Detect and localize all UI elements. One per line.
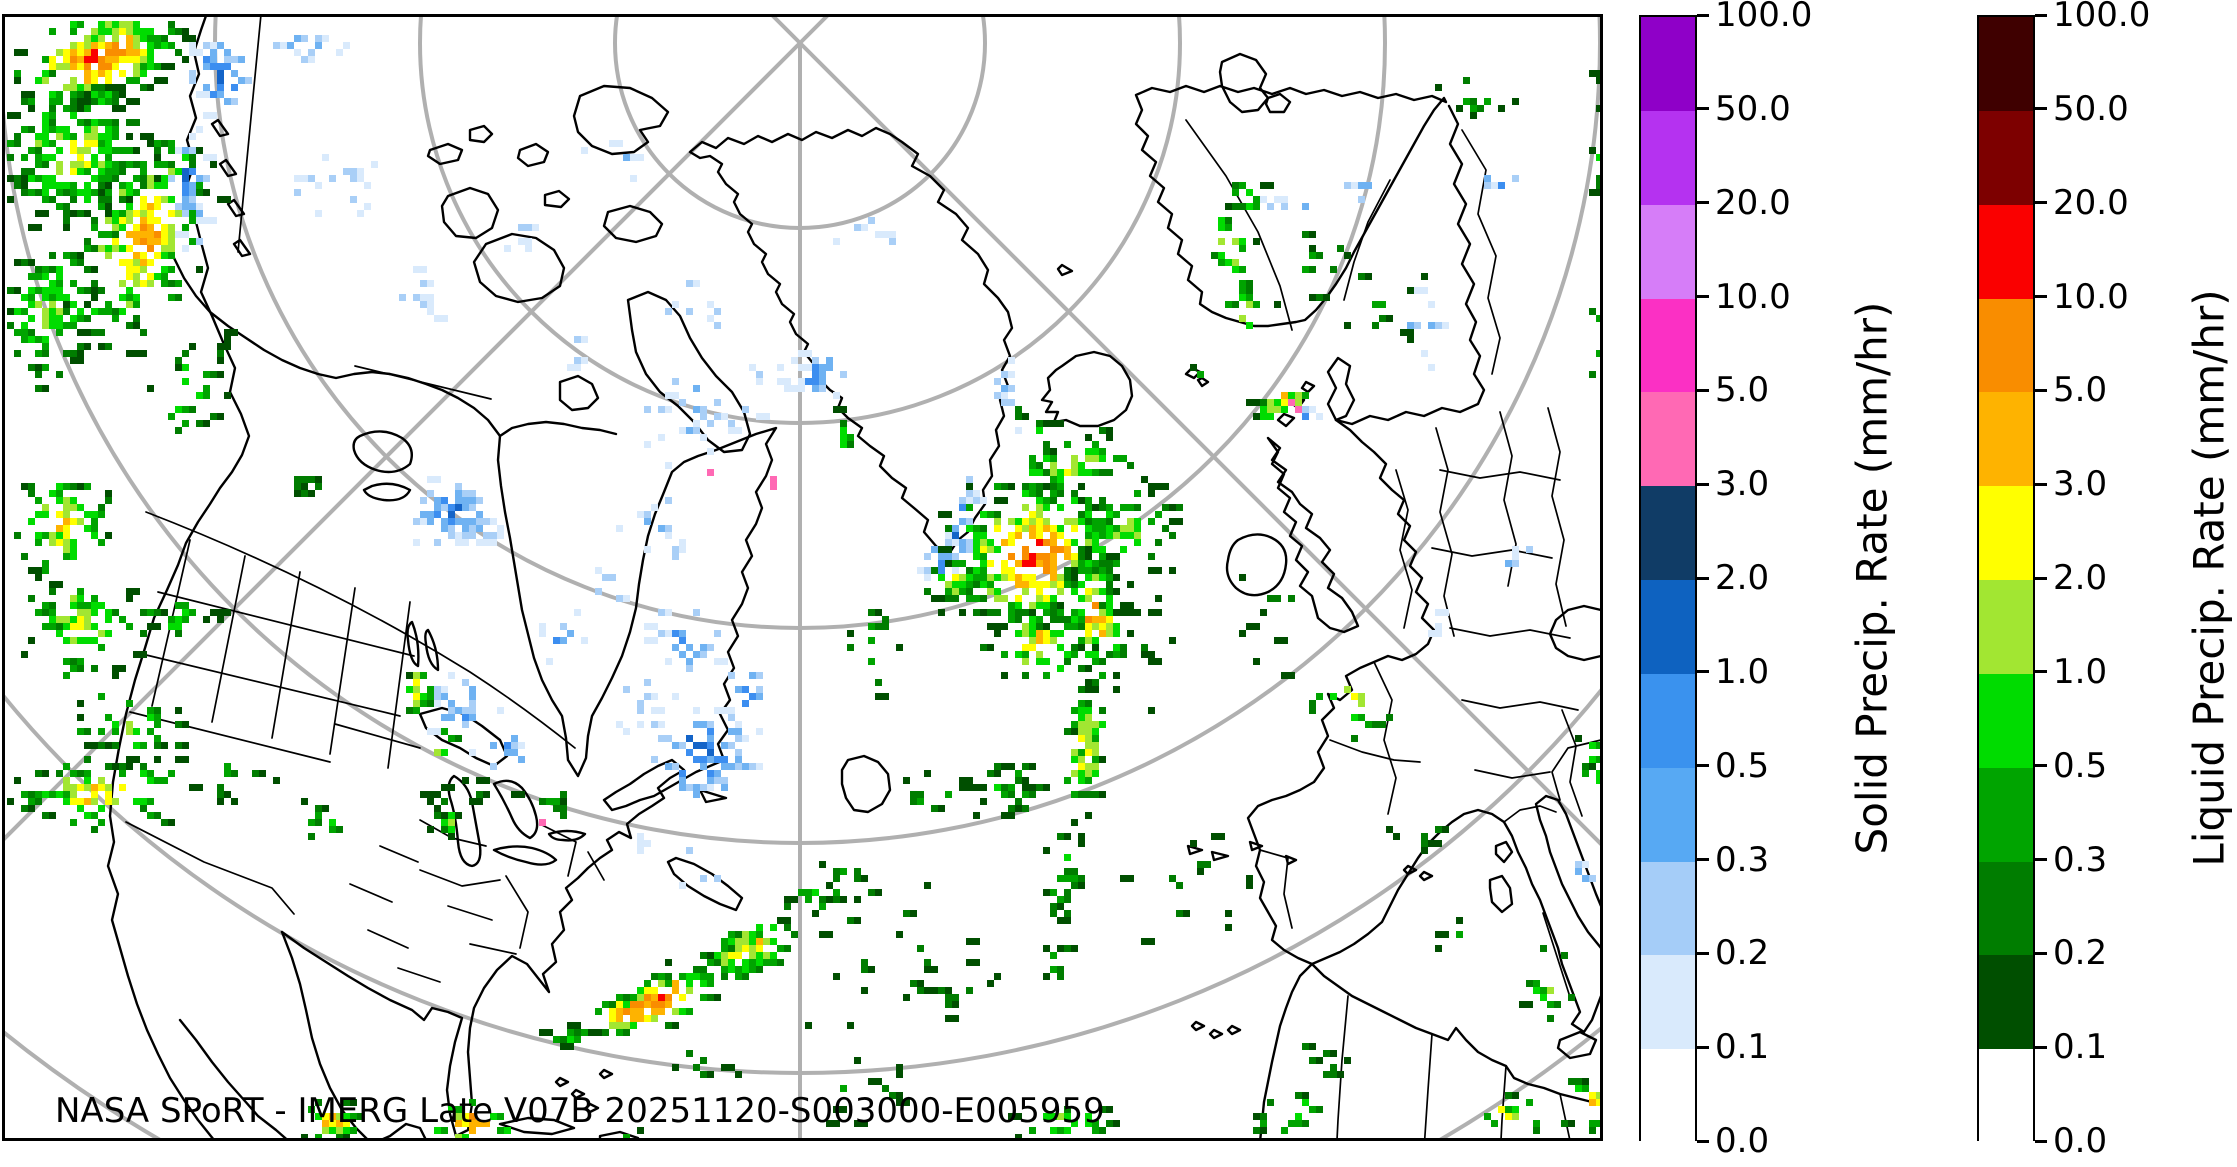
political-borders (125, 14, 1602, 1141)
colorbar-tick (1697, 764, 1709, 768)
colorbar-tick (1697, 388, 1709, 392)
colorbar-segment (1641, 955, 1695, 1050)
colorbar-segment (1979, 580, 2033, 675)
colorbar-tick (2035, 13, 2047, 17)
colorbar-tick-label: 2.0 (1715, 558, 1770, 598)
colorbar-tick-label: 100.0 (1715, 0, 1813, 35)
colorbar-tick-label: 0.3 (2053, 839, 2108, 880)
colorbar-segment (1641, 673, 1695, 769)
liquid-precip-colorbar (1977, 15, 2035, 1144)
colorbar-segment (1641, 110, 1695, 206)
colorbar-segment (1641, 204, 1695, 299)
colorbar-segment (1641, 486, 1695, 581)
colorbar-tick-label: 1.0 (2053, 651, 2108, 692)
colorbar-tick (1697, 1045, 1709, 1049)
colorbar-tick-label: 2.0 (2053, 558, 2108, 598)
colorbar-segment (1979, 110, 2033, 206)
colorbar-tick (1697, 1139, 1709, 1143)
colorbar-tick (1697, 858, 1709, 861)
colorbar-tick (1697, 482, 1709, 486)
colorbar-tick (2035, 670, 2047, 674)
colorbar-tick-label: 0.2 (2053, 933, 2108, 974)
colorbar-tick-label: 0.3 (1715, 839, 1770, 880)
colorbar-segment (1641, 298, 1695, 393)
colorbar-segment (1979, 955, 2033, 1050)
colorbar-tick-label: 20.0 (1715, 182, 1791, 223)
solid-precip-colorbar-title: Solid Precip. Rate (mm/hr) (1847, 301, 1897, 855)
colorbar-tick (1697, 951, 1709, 955)
colorbar-tick-label: 100.0 (2053, 0, 2151, 35)
colorbar-tick (1697, 295, 1709, 298)
colorbar-tick (1697, 13, 1709, 17)
colorbar-tick (2035, 482, 2047, 486)
coastlines (106, 14, 1603, 1141)
colorbar-tick-label: 50.0 (1715, 88, 1791, 129)
colorbar-segment (1979, 1049, 2033, 1144)
colorbar-tick-label: 0.5 (2053, 745, 2108, 786)
colorbar-segment (1641, 392, 1695, 487)
colorbar-tick (2035, 1045, 2047, 1049)
colorbar-tick (1697, 201, 1709, 205)
colorbar-tick-label: 0.1 (1715, 1027, 1770, 1068)
colorbar-segment (1979, 204, 2033, 299)
colorbar-tick (1697, 107, 1709, 111)
colorbar-tick-label: 1.0 (1715, 651, 1770, 692)
liquid-precip-colorbar-title: Liquid Precip. Rate (mm/hr) (2184, 289, 2234, 867)
colorbar-tick (2035, 858, 2047, 861)
colorbar-tick (2035, 576, 2047, 580)
colorbar-tick-label: 0.1 (2053, 1027, 2108, 1068)
colorbar-tick-label: 5.0 (1715, 370, 1770, 411)
colorbar-tick-label: 10.0 (1715, 276, 1791, 317)
colorbar-segment (1979, 767, 2033, 862)
colorbar-segment (1979, 298, 2033, 393)
colorbar-segment (1979, 17, 2033, 112)
colorbar-tick-label: 0.0 (2053, 1121, 2108, 1161)
colorbar-tick-label: 0.0 (1715, 1121, 1770, 1161)
colorbar-segment (1641, 861, 1695, 956)
colorbar-tick-label: 20.0 (2053, 182, 2129, 223)
colorbar-segment (1979, 392, 2033, 487)
colorbar-tick (2035, 951, 2047, 955)
precipitation-map: NASA SPoRT - IMERG Late V07B 20251120-S0… (2, 14, 1603, 1141)
colorbar-tick (2035, 764, 2047, 768)
colorbar-tick-label: 0.2 (1715, 933, 1770, 974)
map-frame (2, 14, 1603, 1141)
colorbar-segment (1979, 486, 2033, 581)
product-annotation: NASA SPoRT - IMERG Late V07B 20251120-S0… (55, 1091, 1105, 1131)
colorbar-tick-label: 3.0 (1715, 464, 1770, 505)
colorbar-segment (1641, 17, 1695, 112)
colorbar-tick-label: 10.0 (2053, 276, 2129, 317)
colorbar-tick-label: 3.0 (2053, 464, 2108, 505)
colorbar-segment (1641, 580, 1695, 675)
colorbar-tick (2035, 1139, 2047, 1143)
precipitation-pixels (7, 21, 1603, 1141)
colorbar-tick (2035, 388, 2047, 392)
colorbar-tick-label: 50.0 (2053, 88, 2129, 129)
colorbar-tick (2035, 107, 2047, 111)
colorbar-tick (2035, 201, 2047, 205)
colorbar-segment (1641, 767, 1695, 862)
colorbar-segment (1979, 673, 2033, 769)
colorbar-tick (2035, 295, 2047, 298)
colorbar-tick-label: 0.5 (1715, 745, 1770, 786)
solid-precip-colorbar (1639, 15, 1697, 1144)
colorbar-tick-label: 5.0 (2053, 370, 2108, 411)
colorbar-segment (1979, 861, 2033, 956)
colorbar-segment (1641, 1049, 1695, 1144)
colorbar-tick (1697, 670, 1709, 674)
colorbar-tick (1697, 576, 1709, 580)
